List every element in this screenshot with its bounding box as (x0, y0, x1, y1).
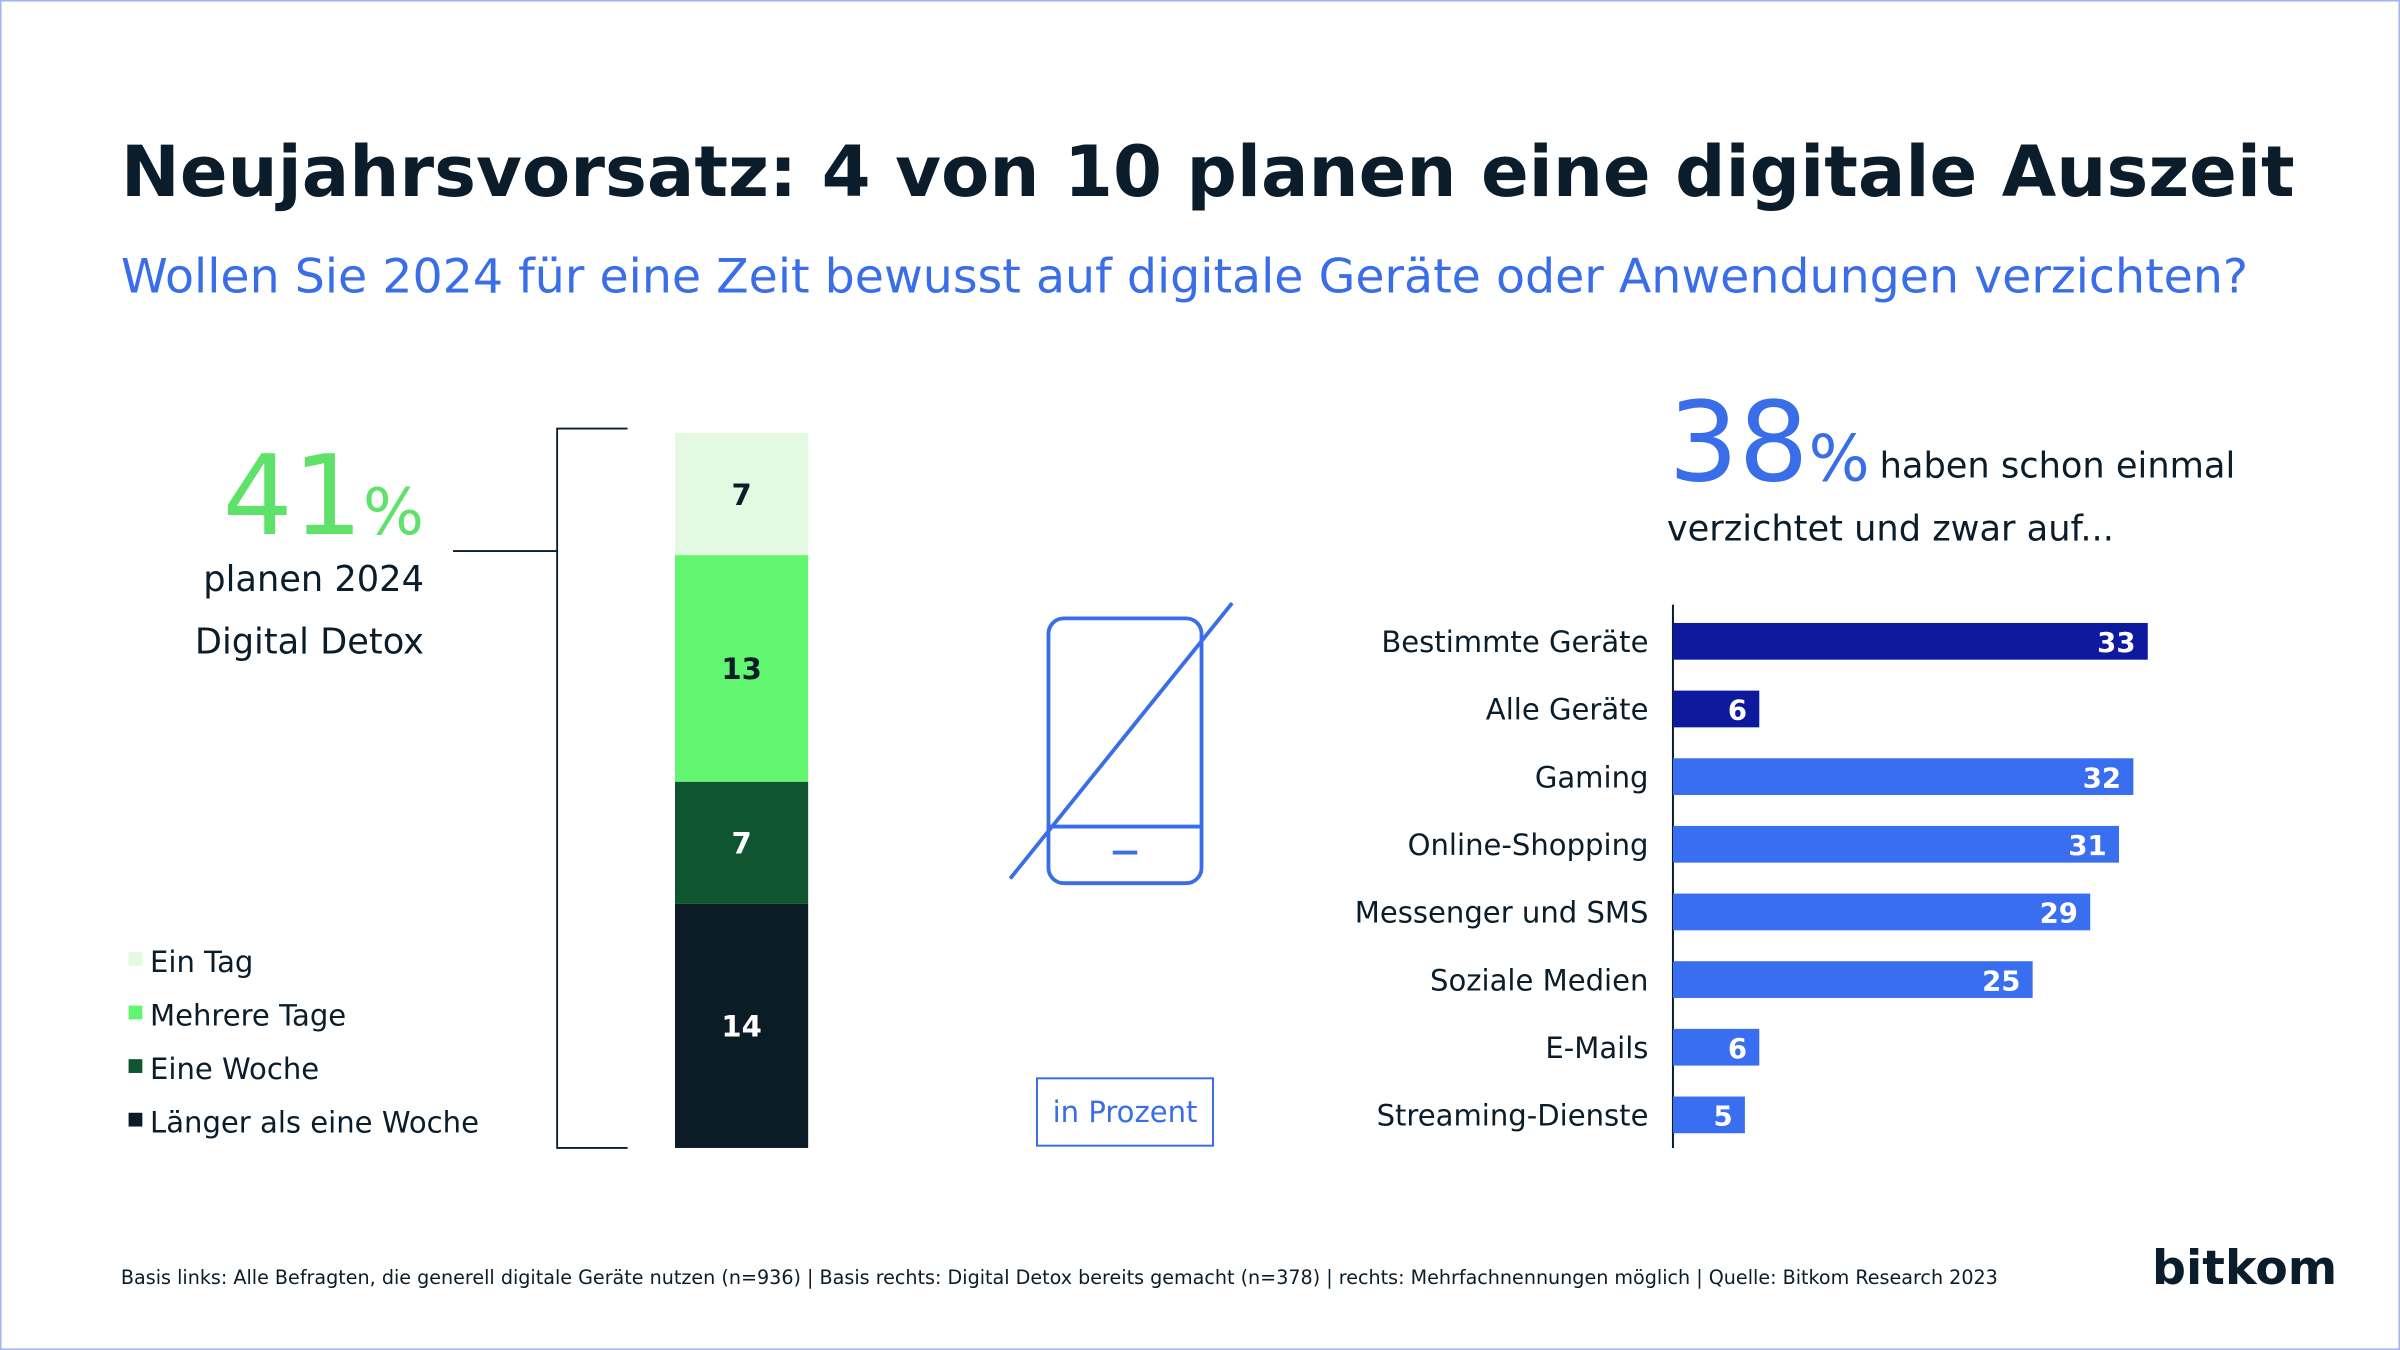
legend-label: Mehrere Tage (150, 999, 346, 1033)
category-label: E-Mails (1545, 1031, 1648, 1065)
headline-text: verzichtet und zwar auf... (1667, 508, 2114, 549)
subtitle: Wollen Sie 2024 für eine Zeit bewusst au… (121, 249, 2248, 304)
phone-icon (1008, 601, 1234, 886)
data-label: 7 (731, 827, 751, 861)
category-label: Bestimmte Geräte (1381, 625, 1648, 659)
headline-left: 41% (223, 432, 424, 560)
category-label: Messenger und SMS (1355, 896, 1649, 930)
headline-right: 38% (1668, 379, 1869, 507)
bar-segment (675, 433, 809, 556)
legend-label: Eine Woche (150, 1052, 319, 1086)
headline-unit: % (363, 475, 424, 550)
note: in Prozent (1053, 1095, 1198, 1129)
category-label: Alle Geräte (1486, 693, 1649, 727)
bar (1672, 825, 2119, 863)
bar-segment (675, 555, 809, 782)
category-label: Gaming (1535, 760, 1649, 794)
headline-text: Digital Detox (195, 622, 424, 663)
legend-swatch (128, 1059, 143, 1073)
bar-segment (675, 903, 809, 1148)
data-label: 29 (2040, 898, 2078, 930)
data-label: 31 (2068, 830, 2106, 862)
bracket (453, 427, 628, 1149)
legend-label: Länger als eine Woche (150, 1106, 479, 1140)
category-label: Online-Shopping (1408, 828, 1649, 862)
category-label: Streaming-Dienste (1377, 1099, 1649, 1133)
legend-swatch (128, 952, 143, 966)
footer: Basis links: Alle Befragten, die generel… (121, 1266, 1998, 1289)
legend-swatch (128, 1005, 143, 1020)
bar (1672, 690, 1760, 728)
bar (1672, 893, 2091, 931)
data-label: 33 (2097, 627, 2135, 659)
bar-segment (675, 781, 809, 904)
headline-unit: % (1809, 422, 1870, 497)
data-label: 7 (731, 478, 751, 512)
legend-label: Ein Tag (150, 945, 253, 979)
data-label: 32 (2083, 762, 2121, 794)
data-label: 6 (1728, 695, 1747, 727)
headline-value: 38 (1668, 379, 1808, 507)
bar (1672, 1096, 1745, 1134)
bar (1672, 1028, 1760, 1066)
note-box (1035, 1077, 1215, 1147)
bar (1672, 622, 2148, 660)
category-label: Soziale Medien (1430, 963, 1648, 997)
data-label: 6 (1728, 1033, 1747, 1065)
headline-text: planen 2024 (203, 559, 424, 600)
logo: bitkom (2152, 1241, 2337, 1296)
data-label: 13 (721, 652, 761, 686)
bar (1672, 961, 2033, 998)
data-label: 25 (1982, 965, 2020, 997)
legend-swatch (128, 1112, 143, 1127)
data-label: 14 (721, 1010, 761, 1044)
headline-value: 41 (223, 432, 363, 560)
headline-text: haben schon einmal (1880, 446, 2236, 487)
bar (1672, 758, 2134, 796)
title: Neujahrsvorsatz: 4 von 10 planen eine di… (121, 131, 2295, 213)
data-label: 5 (1713, 1101, 1732, 1133)
